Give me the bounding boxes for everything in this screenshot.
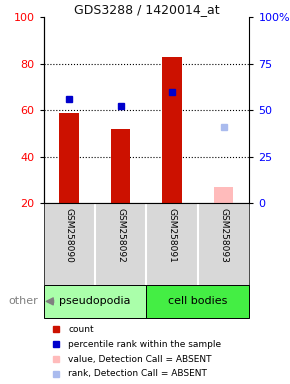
Text: value, Detection Call = ABSENT: value, Detection Call = ABSENT bbox=[68, 354, 212, 364]
Bar bbox=[59, 113, 79, 204]
Text: GSM258091: GSM258091 bbox=[168, 208, 177, 262]
Bar bbox=[111, 129, 130, 204]
Text: GSM258092: GSM258092 bbox=[116, 208, 125, 262]
Bar bbox=[44, 285, 146, 318]
Text: other: other bbox=[9, 296, 38, 306]
Text: percentile rank within the sample: percentile rank within the sample bbox=[68, 340, 221, 349]
Text: cell bodies: cell bodies bbox=[168, 296, 228, 306]
Title: GDS3288 / 1420014_at: GDS3288 / 1420014_at bbox=[74, 3, 219, 16]
Text: rank, Detection Call = ABSENT: rank, Detection Call = ABSENT bbox=[68, 369, 207, 379]
Text: GSM258093: GSM258093 bbox=[219, 208, 228, 262]
Text: pseudopodia: pseudopodia bbox=[59, 296, 131, 306]
Bar bbox=[162, 57, 182, 204]
Bar bbox=[214, 187, 233, 204]
Bar bbox=[146, 285, 249, 318]
Text: GSM258090: GSM258090 bbox=[65, 208, 74, 262]
Text: count: count bbox=[68, 325, 94, 334]
